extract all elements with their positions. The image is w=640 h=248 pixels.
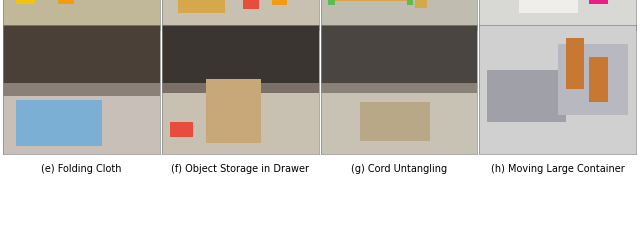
FancyBboxPatch shape (3, 0, 160, 30)
FancyBboxPatch shape (16, 0, 35, 4)
FancyBboxPatch shape (328, 0, 335, 5)
FancyBboxPatch shape (321, 93, 477, 154)
Text: (b) Peg in Hole: (b) Peg in Hole (204, 40, 276, 50)
FancyBboxPatch shape (321, 25, 477, 83)
FancyBboxPatch shape (272, 0, 287, 5)
Text: (f) Object Storage in Drawer: (f) Object Storage in Drawer (172, 164, 309, 174)
FancyBboxPatch shape (58, 0, 74, 4)
FancyBboxPatch shape (162, 83, 319, 93)
FancyBboxPatch shape (3, 83, 160, 96)
FancyBboxPatch shape (321, 83, 477, 93)
Text: (g) Cord Untangling: (g) Cord Untangling (351, 164, 447, 174)
FancyBboxPatch shape (333, 0, 412, 1)
Text: (h) Moving Large Container: (h) Moving Large Container (491, 164, 625, 174)
FancyBboxPatch shape (487, 70, 566, 122)
Text: (e) Folding Cloth: (e) Folding Cloth (42, 164, 122, 174)
FancyBboxPatch shape (162, 93, 319, 154)
FancyBboxPatch shape (178, 0, 225, 13)
Text: (d) Cutting Fruit: (d) Cutting Fruit (519, 40, 596, 50)
Text: (c) Hammering: (c) Hammering (362, 40, 436, 50)
FancyBboxPatch shape (589, 57, 608, 102)
FancyBboxPatch shape (243, 0, 259, 9)
FancyBboxPatch shape (206, 79, 260, 143)
FancyBboxPatch shape (558, 44, 628, 115)
FancyBboxPatch shape (16, 100, 102, 146)
FancyBboxPatch shape (407, 0, 413, 5)
FancyBboxPatch shape (3, 25, 160, 83)
FancyBboxPatch shape (3, 96, 160, 154)
FancyBboxPatch shape (518, 0, 578, 13)
FancyBboxPatch shape (170, 122, 193, 137)
FancyBboxPatch shape (415, 0, 428, 8)
FancyBboxPatch shape (162, 25, 319, 83)
FancyBboxPatch shape (162, 0, 319, 30)
FancyBboxPatch shape (360, 102, 430, 141)
FancyBboxPatch shape (589, 0, 608, 4)
FancyBboxPatch shape (566, 38, 584, 89)
FancyBboxPatch shape (321, 0, 477, 30)
FancyBboxPatch shape (479, 0, 636, 30)
Text: (a) Pick and Place: (a) Pick and Place (38, 40, 125, 50)
FancyBboxPatch shape (479, 25, 636, 154)
